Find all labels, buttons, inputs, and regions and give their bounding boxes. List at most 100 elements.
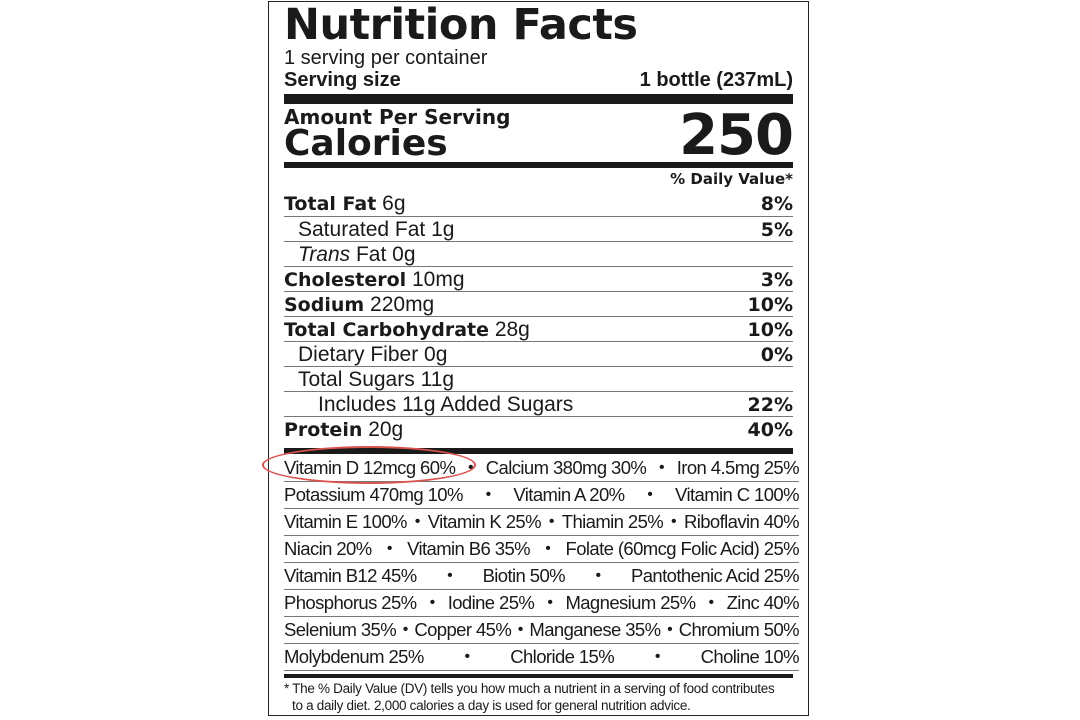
serving-size-value: 1 bottle (237mL) (639, 69, 793, 91)
nutrient-daily-value: 0% (760, 343, 793, 366)
nutrient-label: Total Sugars (298, 367, 415, 391)
vitamin-item: Copper 45% (414, 618, 512, 640)
vitamin-item: Vitamin D 12mcg 60% (284, 456, 456, 478)
nutrient-daily-value: 10% (747, 293, 793, 316)
vitamin-item: Choline 10% (700, 645, 799, 667)
serving-size-row: Serving size 1 bottle (237mL) (284, 68, 793, 92)
nutrient-row: Trans Fat 0g (284, 241, 793, 267)
vitamin-row: Potassium 470mg 10% • Vitamin A 20% • Vitami… (284, 481, 799, 509)
bullet-separator: • (659, 458, 665, 476)
vitamin-item: Potassium 470mg 10% (284, 483, 463, 505)
bullet-separator: • (647, 485, 653, 503)
vitamin-item: Vitamin A 20% (513, 483, 625, 505)
vitamin-item: Molybdenum 25% (284, 645, 424, 667)
vitamin-item: Vitamin K 25% (427, 510, 542, 532)
nutrient-name: Total Carbohydrate 28g (284, 318, 530, 342)
nutrient-daily-value: 22% (747, 393, 793, 416)
vitamin-item: Riboflavin 40% (683, 510, 799, 532)
vitamin-item: Thiamin 25% (561, 510, 664, 532)
nutrient-name: Protein 20g (284, 418, 403, 442)
nutrient-name: Trans Fat 0g (284, 243, 416, 267)
nutrient-amount: 28g (494, 317, 530, 341)
nutrient-daily-value: 40% (747, 418, 793, 441)
vitamin-item: Niacin 20% (284, 537, 372, 559)
nutrient-label: Includes 11g Added Sugars (318, 392, 574, 416)
nutrition-facts-label: Nutrition Facts 1 serving per container … (268, 1, 809, 716)
bullet-separator: • (547, 593, 553, 611)
nutrient-label: Sodium (284, 293, 365, 316)
vitamin-item: Iron 4.5mg 25% (676, 456, 799, 478)
bullet-separator: • (402, 620, 409, 638)
bullet-separator: • (654, 647, 661, 665)
nutrient-label: Cholesterol (284, 268, 407, 291)
vitamin-row: Phosphorus 25% • Iodine 25% • Magnesium 25% •… (284, 589, 799, 617)
nutrient-amount: 11g (420, 367, 455, 391)
daily-value-header: % Daily Value* (670, 170, 793, 188)
vitamin-item: Phosphorus 25% (284, 591, 417, 613)
nutrient-row: Cholesterol 10mg 3% (284, 266, 793, 292)
vitamin-item: Zinc 40% (726, 591, 799, 613)
nutrient-name: Total Fat 6g (284, 192, 406, 216)
label-content: Nutrition Facts 1 serving per container … (284, 2, 799, 715)
nutrient-daily-value: 10% (747, 318, 793, 341)
vitamin-item: Vitamin E 100% (284, 510, 407, 532)
servings-per-container: 1 serving per container (284, 47, 488, 69)
nutrient-name: Dietary Fiber 0g (284, 343, 447, 367)
vitamin-item: Selenium 35% (284, 618, 397, 640)
vitamin-item: Chloride 15% (510, 645, 615, 667)
thick-divider (284, 94, 793, 104)
nutrient-amount: 1g (431, 217, 455, 241)
vitamin-row: Vitamin B12 45% • Biotin 50% • Pantothenic A… (284, 562, 799, 590)
vitamin-item: Magnesium 25% (565, 591, 696, 613)
nutrient-row: Includes 11g Added Sugars 22% (284, 391, 793, 417)
bullet-separator: • (545, 539, 551, 557)
nutrient-amount: 6g (382, 191, 406, 215)
footnote-divider (284, 674, 793, 678)
nutrient-row: Total Sugars 11g (284, 366, 793, 392)
vitamin-row: Niacin 20% • Vitamin B6 35% • Folate (60mcg … (284, 535, 799, 563)
vitamin-item: Manganese 35% (529, 618, 661, 640)
bullet-separator: • (708, 593, 715, 611)
bullet-separator: • (429, 593, 436, 611)
bullet-separator: • (517, 620, 524, 638)
nutrient-label: Saturated Fat (298, 217, 426, 241)
nutrient-name-italic: Trans (298, 242, 351, 266)
nutrient-amount: 10mg (411, 267, 465, 291)
bullet-separator: • (548, 512, 555, 530)
nutrient-label: Total Fat (284, 192, 377, 215)
nutrient-amount: 0g (392, 242, 416, 266)
vitamin-item: Pantothenic Acid 25% (631, 564, 799, 586)
bullet-separator: • (667, 620, 673, 638)
nutrient-name: Sodium 220mg (284, 293, 434, 317)
vitamin-item: Folate (60mcg Folic Acid) 25% (565, 537, 800, 559)
nutrient-label: Fat (355, 242, 387, 266)
footnote-line-2: to a daily diet. 2,000 calories a day is… (292, 698, 691, 713)
medium-divider (284, 162, 793, 168)
bullet-separator: • (464, 647, 470, 665)
nutrient-label: Dietary Fiber (298, 342, 419, 366)
nutrient-daily-value: 8% (760, 192, 793, 215)
medium-divider (284, 448, 793, 454)
nutrient-amount: 20g (368, 417, 404, 441)
vitamin-row: Vitamin E 100% • Vitamin K 25% • Thiamin 25%… (284, 508, 799, 536)
bullet-separator: • (414, 512, 421, 530)
amount-per-serving: Amount Per Serving (284, 105, 511, 129)
nutrient-name: Cholesterol 10mg (284, 268, 465, 292)
vitamin-item: Vitamin B12 45% (284, 564, 417, 586)
calories-label: Calories (284, 123, 448, 164)
bullet-separator: • (386, 539, 393, 557)
bullet-separator: • (595, 566, 602, 584)
nutrient-label: Protein (284, 418, 363, 441)
footnote-line-1: * The % Daily Value (DV) tells you how m… (284, 681, 775, 696)
vitamin-row: Selenium 35% • Copper 45% • Manganese 35% • Ch… (284, 616, 799, 644)
bullet-separator: • (447, 566, 453, 584)
calories-value: 250 (679, 103, 794, 168)
nutrient-row: Total Carbohydrate 28g 10% (284, 316, 793, 342)
nutrient-row: Total Fat 6g 8% (284, 191, 793, 216)
bullet-separator: • (485, 485, 492, 503)
vitamin-item: Chromium 50% (678, 618, 799, 640)
nutrient-daily-value: 5% (760, 218, 793, 241)
vitamin-item: Vitamin B6 35% (407, 537, 530, 559)
footnote: * The % Daily Value (DV) tells you how m… (284, 680, 797, 714)
nutrient-label: Total Carbohydrate (284, 318, 489, 341)
